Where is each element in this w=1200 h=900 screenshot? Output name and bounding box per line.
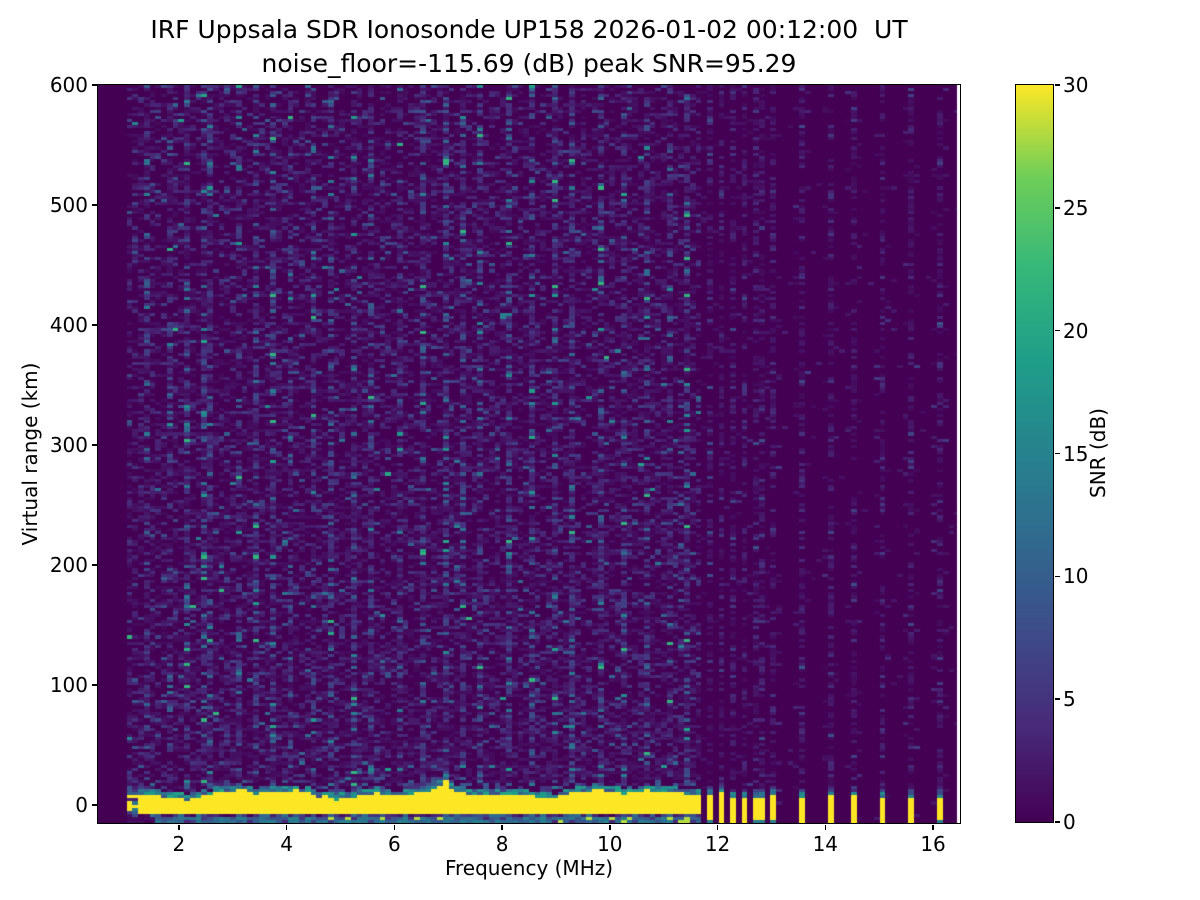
colorbar (1014, 83, 1054, 823)
y-tick-label: 600 (49, 73, 88, 97)
y-axis-label: Virtual range (km) (18, 362, 42, 546)
colorbar-tick (1054, 329, 1060, 332)
colorbar-tick-label: 20 (1063, 318, 1089, 343)
chart-title-line2: noise_floor=-115.69 (dB) peak SNR=95.29 (261, 49, 797, 78)
colorbar-tick (1054, 84, 1060, 86)
colorbar-tick-label: 5 (1063, 687, 1076, 712)
x-tick-label: 10 (597, 832, 623, 856)
x-tick-label: 8 (495, 832, 509, 856)
colorbar-tick (1054, 821, 1060, 823)
chart-title-line1: IRF Uppsala SDR Ionosonde UP158 2026-01-… (150, 15, 908, 44)
y-tick (91, 324, 97, 326)
y-tick (91, 204, 97, 206)
y-tick-label: 0 (75, 793, 88, 817)
x-tick (824, 824, 827, 830)
x-tick-label: 4 (280, 832, 293, 856)
x-tick (716, 824, 719, 830)
y-tick-label: 300 (49, 433, 88, 457)
colorbar-tick-label: 15 (1063, 441, 1089, 466)
y-tick (91, 84, 97, 86)
x-tick (178, 824, 180, 830)
y-tick-label: 400 (49, 313, 88, 337)
colorbar-tick-label: 25 (1063, 195, 1089, 220)
x-tick-label: 12 (704, 832, 731, 856)
y-tick (91, 444, 97, 446)
y-tick (91, 804, 97, 806)
colorbar-label: SNR (dB) (1086, 408, 1110, 498)
ionogram-heatmap (98, 85, 960, 823)
colorbar-tick (1054, 452, 1060, 455)
x-tick-label: 14 (812, 832, 839, 856)
x-tick-label: 16 (920, 832, 946, 856)
x-tick (393, 824, 396, 830)
x-tick-label: 2 (172, 832, 186, 856)
colorbar-tick (1054, 207, 1060, 209)
colorbar-tick (1054, 575, 1060, 578)
y-tick (91, 564, 97, 566)
y-tick (91, 684, 97, 686)
x-axis-label: Frequency (MHz) (444, 856, 614, 880)
colorbar-tick-label: 0 (1063, 810, 1076, 834)
y-tick-label: 100 (49, 673, 88, 697)
x-tick (932, 824, 934, 830)
colorbar-tick (1054, 698, 1060, 700)
x-tick (285, 824, 288, 830)
y-tick-label: 200 (49, 553, 88, 577)
colorbar-tick-label: 30 (1063, 73, 1089, 97)
x-tick (501, 824, 503, 830)
colorbar-tick-label: 10 (1063, 564, 1089, 589)
chart-title: IRF Uppsala SDR Ionosonde UP158 2026-01-… (98, 13, 960, 81)
x-tick-label: 6 (387, 832, 401, 856)
y-tick-label: 500 (49, 193, 88, 217)
x-tick (609, 824, 611, 830)
